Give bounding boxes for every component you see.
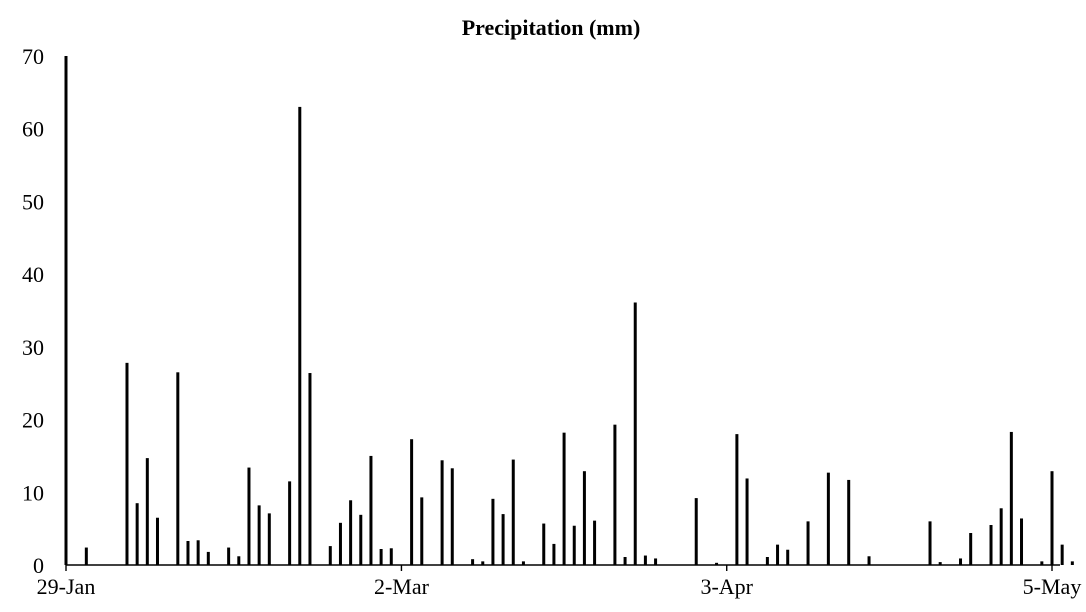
y-tick-label: 60 [22,117,44,142]
precipitation-bar [176,372,180,565]
x-tick-label: 5-May [1023,574,1082,599]
x-tick-label: 2-Mar [374,574,430,599]
precipitation-bar [379,549,383,565]
precipitation-bar [481,561,485,565]
precipitation-bar [247,467,251,565]
precipitation-bar [928,521,932,565]
y-tick-label: 20 [22,408,44,433]
precipitation-bar [562,432,566,565]
precipitation-bar [826,472,830,565]
precipitation-bar [786,549,790,565]
precipitation-bar [1009,431,1013,565]
precipitation-bar [389,548,393,565]
precipitation-bar [867,556,871,565]
precipitation-bar [440,460,444,565]
precipitation-bar [308,373,312,565]
precipitation-bar [359,514,363,565]
precipitation-bar [765,557,769,565]
precipitation-bar [288,481,292,565]
precipitation-bar [155,517,159,565]
precipitation-bar [84,547,88,565]
precipitation-bar [410,439,414,565]
precipitation-bar [1050,471,1054,565]
precipitation-bar [501,514,505,565]
precipitation-bar [633,302,637,565]
y-axis-ticks: 0 10 20 30 40 50 60 70 [22,44,44,578]
x-tick-label: 3-Apr [700,574,753,599]
y-tick-label: 40 [22,262,44,287]
precipitation-bar [542,523,546,565]
precipitation-bar [1040,561,1044,565]
y-tick-label: 70 [22,44,44,69]
y-tick-label: 50 [22,189,44,214]
precipitation-bar [654,558,658,565]
precipitation-bar [521,561,525,565]
precipitation-bar [694,498,698,565]
precipitation-bar [776,544,780,565]
precipitation-bar [969,533,973,565]
precipitation-bar [237,556,241,565]
x-axis-ticks: 29-Jan 2-Mar 3-Apr 5-May [37,565,1082,599]
precipitation-bar [298,106,302,566]
precipitation-bar [847,479,851,565]
precipitation-bar [511,459,515,565]
precipitation-bar [582,471,586,565]
precipitation-bar [989,525,993,565]
precipitation-bar [593,520,597,565]
precipitation-bar [735,434,739,565]
precipitation-bar [420,497,424,565]
chart-title: Precipitation (mm) [462,15,641,40]
bar-series [64,56,1074,566]
precipitation-bar [999,508,1003,565]
precipitation-bar [938,562,942,565]
y-tick-label: 30 [22,335,44,360]
precipitation-bar [715,562,719,565]
y-tick-label: 10 [22,480,44,505]
precipitation-bar [552,543,556,565]
precipitation-bar [369,455,373,565]
precipitation-bar [450,468,454,565]
precipitation-bar [623,557,627,565]
precipitation-bar [1060,544,1064,565]
precipitation-bar [572,525,576,565]
precipitation-bar [959,558,963,565]
precipitation-bar [145,458,149,565]
precipitation-bar [643,555,647,565]
precipitation-bar [1020,518,1024,565]
precipitation-bar [471,559,475,565]
precipitation-bar [125,362,129,565]
precipitation-bar [745,478,749,565]
precipitation-bar [1070,561,1074,565]
precipitation-bar [613,424,617,565]
precipitation-bar [349,500,353,565]
precipitation-bar [135,503,139,565]
x-tick-label: 29-Jan [37,574,96,599]
precipitation-bar [227,547,231,565]
y-tick-label: 0 [33,553,44,578]
precipitation-bar [806,521,810,565]
precipitation-bar [206,551,210,565]
precipitation-bar [186,541,190,565]
precipitation-bar [338,522,342,565]
precipitation-bar [491,498,495,565]
precipitation-bar [257,505,261,565]
precipitation-bar [196,540,200,565]
precipitation-bar [267,513,271,565]
precipitation-bar [328,546,332,565]
